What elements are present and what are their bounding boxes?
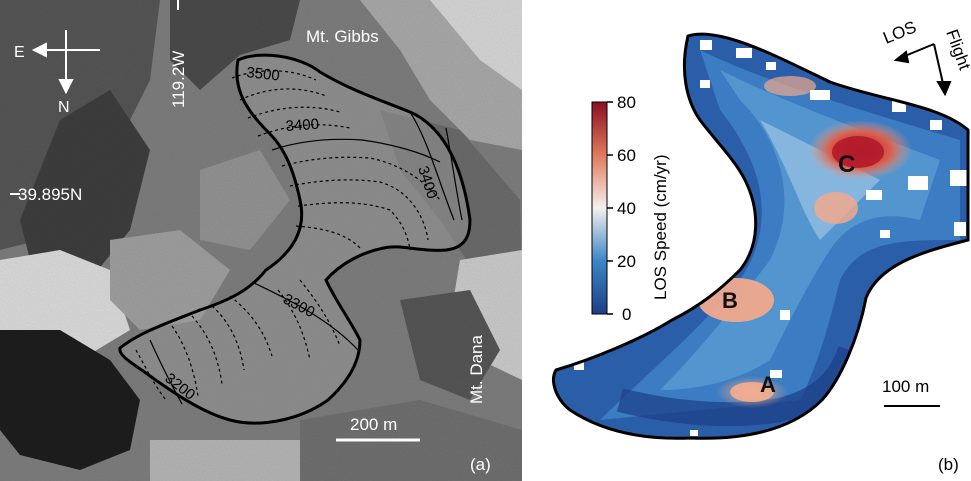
flight-label: Flight	[942, 27, 971, 73]
compass-icon	[31, 30, 100, 95]
contour-label: 3400	[285, 116, 319, 135]
colorbar-title: LOS Speed (cm/yr)	[651, 155, 670, 301]
colorbar-tick-label: 0	[622, 305, 631, 324]
glacier-outline	[118, 53, 472, 425]
panel-b-label: (b)	[938, 455, 959, 474]
los-label: LOS	[880, 17, 919, 47]
scale-bar-b-label: 100 m	[882, 377, 929, 396]
latitude-label: 39.895N	[18, 185, 82, 204]
colorbar-tick-label: 80	[617, 93, 636, 112]
compass-north-label: N	[58, 99, 70, 116]
colorbar-tick-label: 60	[617, 146, 636, 165]
contour-label: 3500	[246, 64, 281, 84]
colorbar-tick-label: 20	[617, 252, 636, 271]
compass-east-label: E	[14, 44, 25, 61]
panel-a-label: (a)	[470, 455, 491, 474]
colorbar-gradient	[591, 101, 608, 315]
contour-lines	[135, 70, 463, 405]
panel-a: 3500 3400 3400 3300 3200 E N 119.2W 39.8…	[0, 0, 522, 481]
panel-b: A B C 80 60 40 20 0 LOS Speed (cm/yr)	[552, 17, 971, 474]
scale-bar-a-label: 200 m	[350, 415, 397, 434]
longitude-label: 119.2W	[169, 51, 188, 108]
colorbar-tick-label: 40	[617, 199, 636, 218]
mt-gibbs-label: Mt. Gibbs	[306, 27, 379, 46]
colorbar-ticks	[607, 101, 613, 315]
mt-dana-label: Mt. Dana	[467, 334, 486, 404]
hotspot-b-label: B	[722, 288, 738, 313]
los-flight-arrows-icon	[893, 43, 952, 97]
glacier-outline-b	[552, 32, 970, 440]
hotspot-c-label: C	[838, 151, 855, 178]
hotspot-a-label: A	[760, 372, 776, 397]
colorbar: 80 60 40 20 0 LOS Speed (cm/yr)	[591, 93, 670, 324]
